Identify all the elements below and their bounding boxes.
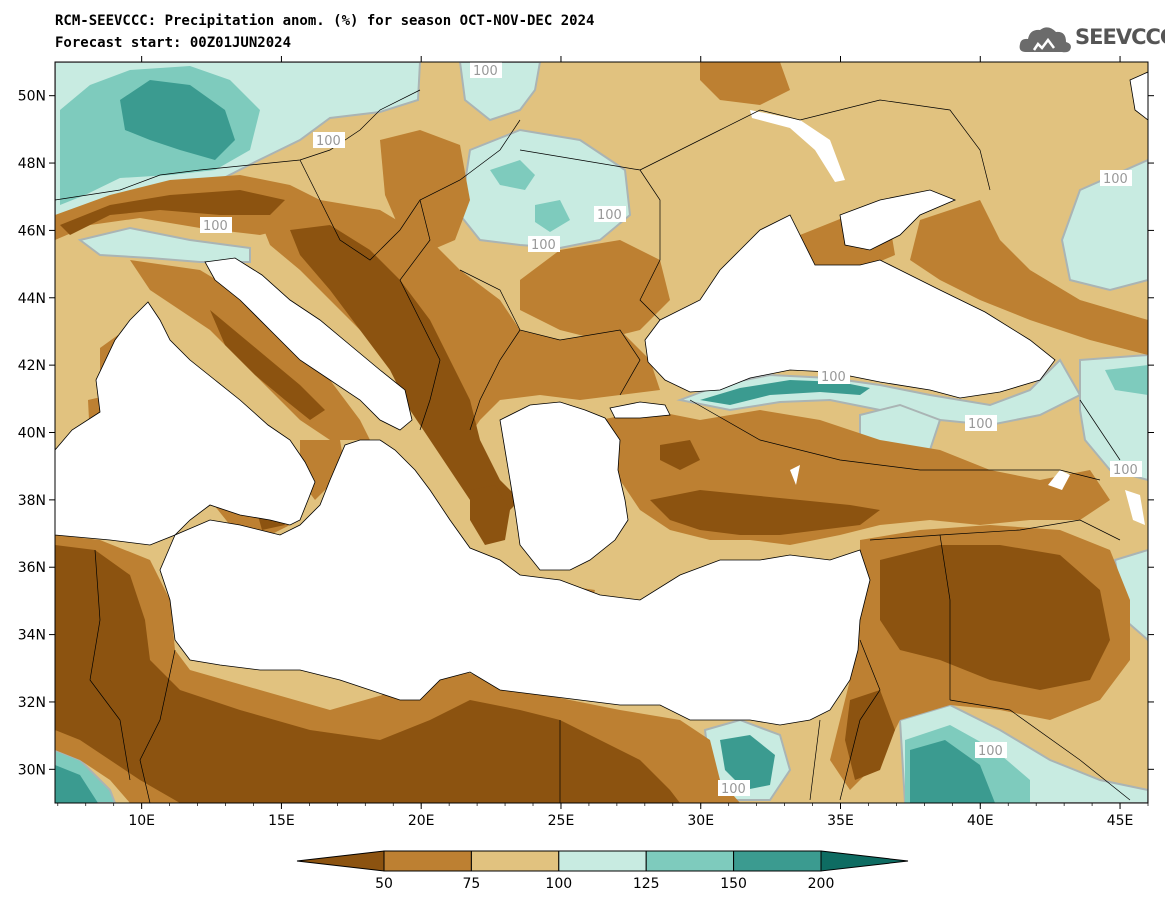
wet-area-alps-core (120, 80, 235, 160)
lon-label: 35E (827, 813, 854, 829)
sea-tyrrhenian-ionian (159, 439, 871, 726)
colorbar-label: 100 (545, 876, 572, 892)
wet-area-carpathian-basin (458, 128, 632, 250)
contour-label: 100 (1103, 172, 1128, 187)
contour-label: 100 (597, 208, 622, 223)
lon-label: 40E (967, 813, 994, 829)
dry-area-italy-core (210, 310, 325, 420)
lat-label: 46N (18, 223, 46, 239)
lat-label: 36N (18, 560, 46, 576)
latitude-axis: 50N 48N 46N 44N 42N 40N 38N 36N 34N 32N 30N (18, 89, 1154, 778)
lat-label: 42N (18, 358, 46, 374)
forecast-start: Forecast start: 00Z01JUN2024 (55, 35, 292, 51)
cloud-icon (1019, 27, 1071, 53)
dry-area-caucasus-band (910, 200, 1148, 355)
colorbar-box (645, 850, 735, 872)
wet-area-nile-delta-core (720, 735, 775, 790)
colorbar-box (383, 850, 472, 872)
wet-area-caucasus-core (1105, 365, 1148, 395)
sea-adriatic (204, 257, 413, 431)
wet-area-tunisia-core (55, 765, 98, 803)
dry-area-romania (520, 240, 670, 340)
colorbar-label: 50 (375, 876, 393, 892)
dry-area-levant-south (845, 690, 895, 780)
colorbar-arrow-high (820, 850, 909, 872)
dry-area-balkans-core (290, 225, 520, 520)
sea-aegean (499, 401, 629, 571)
dry-area-anatolia-core-2 (660, 440, 700, 470)
wet-area-north-italy (77, 226, 251, 263)
contour-label: 100 (978, 744, 1003, 759)
dry-area-pannonia (380, 130, 470, 255)
colorbar-label: 200 (808, 876, 835, 892)
colorbar-label: 150 (720, 876, 747, 892)
contour-label: 100 (821, 370, 846, 385)
colorbar-label: 75 (462, 876, 480, 892)
lon-label: 30E (687, 813, 714, 829)
dry-area-alps-core (60, 190, 285, 235)
logo-text: SEEVCCC (1075, 25, 1165, 49)
wet-area-carpathian-inner-2 (535, 200, 570, 232)
lat-label: 30N (18, 762, 46, 778)
colorbar-box (733, 850, 822, 872)
sea-caspian-edge (1129, 71, 1148, 121)
wet-area-carpathian-inner (490, 160, 535, 190)
lake-van (1048, 470, 1070, 490)
colorbar-arrow-low (296, 850, 385, 872)
lon-label: 10E (128, 813, 155, 829)
dry-area-levant-core (880, 545, 1110, 690)
country-borders (55, 89, 1131, 803)
lat-label: 34N (18, 628, 46, 644)
lat-label: 38N (18, 493, 46, 509)
contour-label: 100 (1113, 463, 1138, 478)
sea-dnieper-reservoir (750, 110, 845, 182)
contour-label: 100 (968, 417, 993, 432)
sea-black-sea (644, 214, 1056, 399)
sea-azov (839, 189, 957, 251)
sea-western-med (55, 301, 316, 546)
lat-label: 44N (18, 291, 46, 307)
lat-label: 32N (18, 695, 46, 711)
dry-area-peloponnese (470, 485, 510, 545)
contour-label: 100 (473, 64, 498, 79)
seevccc-logo: SEEVCCC (1018, 20, 1165, 60)
longitude-axis: 10E 15E 20E 25E 30E 35E 40E 45E (57, 56, 1149, 829)
colorbar: 50 75 100 125 150 200 (296, 850, 909, 892)
dry-area-anatolia-core (650, 490, 880, 535)
sea-marmara (609, 401, 671, 419)
wet-area-black-sea-coast-core (700, 380, 870, 405)
wet-area-arabia-core (910, 740, 995, 803)
lon-label: 45E (1107, 813, 1134, 829)
colorbar-box (558, 850, 647, 872)
dry-area-north-ukraine (700, 62, 790, 105)
contour-label: 100 (316, 134, 341, 149)
dry-area-north-africa-core (55, 545, 680, 803)
lat-label: 40N (18, 426, 46, 442)
colorbar-label: 125 (633, 876, 660, 892)
map-title: RCM-SEEVCCC: Precipitation anom. (%) for… (55, 13, 595, 29)
lat-label: 50N (18, 89, 46, 105)
lake-urmia (1125, 490, 1145, 525)
contour-labels: 100 100 100 100 100 100 100 100 100 100 … (200, 62, 1142, 797)
lat-label: 48N (18, 156, 46, 172)
lon-label: 15E (268, 813, 295, 829)
wet-area-ukraine-east (1060, 158, 1148, 292)
contour-label: 100 (721, 782, 746, 797)
lon-label: 25E (548, 813, 575, 829)
contour-label: 100 (203, 219, 228, 234)
contour-label: 100 (531, 238, 556, 253)
lon-label: 20E (408, 813, 435, 829)
colorbar-box (470, 850, 560, 872)
lake-tuz (790, 465, 800, 485)
map-area: 100 100 100 100 100 100 100 100 100 100 … (55, 62, 1148, 803)
